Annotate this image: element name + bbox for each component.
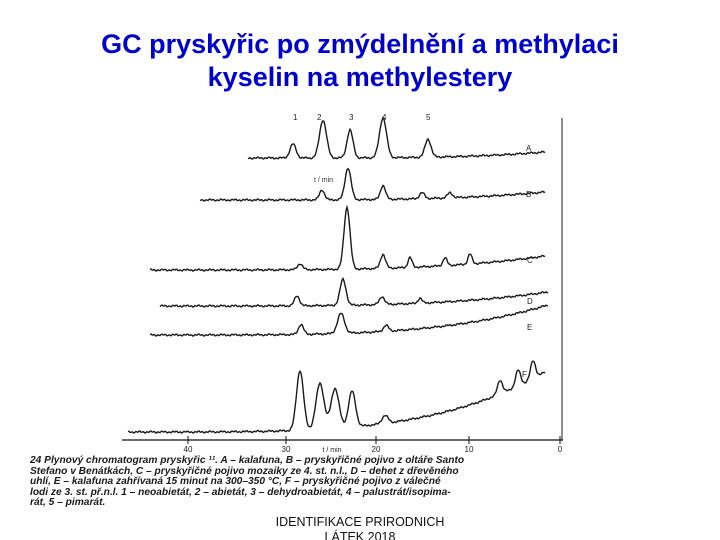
peak-label-5: 5 bbox=[426, 113, 431, 122]
tick-label-40: 40 bbox=[184, 445, 193, 454]
slide-title: GC pryskyřic po zmýdelnění a methylaci k… bbox=[0, 28, 720, 94]
time-axis-ticks: 40 30 20 10 0 t / min bbox=[184, 436, 563, 454]
footer-line-1: IDENTIFIKACE PRIRODNICH bbox=[275, 515, 445, 529]
trace-A bbox=[247, 116, 546, 160]
figure-caption: 24 Plynový chromatogram pryskyřic ¹¹. A … bbox=[30, 455, 690, 509]
tick-label-0: 0 bbox=[558, 445, 563, 454]
trace-B bbox=[199, 167, 546, 202]
slide-footer: IDENTIFIKACE PRIRODNICH LÁTEK 2018 bbox=[230, 515, 490, 540]
trace-E bbox=[149, 304, 549, 337]
trace-label-E: E bbox=[527, 323, 532, 332]
caption-line-3: uhlí, E – kalafuna zahřívaná 15 minut na… bbox=[30, 476, 441, 488]
tick-label-20: 20 bbox=[372, 445, 381, 454]
caption-line-1: 24 Plynový chromatogram pryskyřic ¹¹. A … bbox=[30, 455, 465, 466]
peak-label-1: 1 bbox=[293, 113, 298, 122]
trace-letter-labels: A B C D E F bbox=[522, 144, 533, 379]
title-line-2: kyselin na methylestery bbox=[207, 62, 513, 92]
chromatogram-traces bbox=[127, 116, 549, 434]
trace-label-D: D bbox=[527, 297, 533, 306]
peak-label-3: 3 bbox=[349, 113, 354, 122]
peak-label-4: 4 bbox=[382, 113, 387, 122]
trace-label-B: B bbox=[526, 190, 531, 199]
title-line-1: GC pryskyřic po zmýdelnění a methylaci bbox=[101, 29, 619, 59]
trace-D bbox=[159, 276, 549, 308]
peak-label-2: 2 bbox=[317, 113, 322, 122]
trace-C bbox=[149, 204, 546, 272]
caption-line-2: Stefano v Benátkách, C – pryskyřičné poj… bbox=[30, 465, 459, 477]
caption-line-4: lodi ze 3. st. př.n.l. 1 – neoabietát, 2… bbox=[30, 486, 451, 498]
caption-line-5: rát, 5 – pimarát. bbox=[30, 497, 106, 509]
trace-label-C: C bbox=[527, 256, 533, 265]
time-axis-unit: t / min bbox=[322, 447, 341, 454]
peak-number-labels: 1 2 3 4 5 bbox=[293, 113, 431, 122]
trace-label-A: A bbox=[526, 144, 532, 153]
trace-F bbox=[127, 360, 546, 434]
tick-label-10: 10 bbox=[465, 445, 474, 454]
footer-line-2: LÁTEK 2018 bbox=[324, 530, 396, 540]
tick-label-30: 30 bbox=[282, 445, 291, 454]
upper-axis-unit: t / min bbox=[314, 177, 333, 184]
trace-label-F: F bbox=[522, 370, 527, 379]
